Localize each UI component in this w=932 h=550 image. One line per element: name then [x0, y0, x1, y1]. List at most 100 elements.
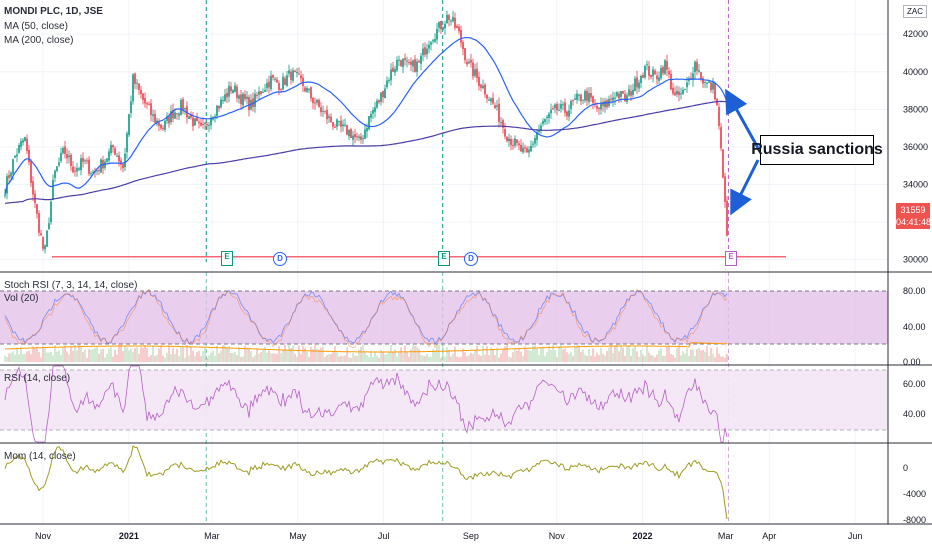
volume-bar [214, 355, 216, 362]
candle-body [302, 77, 304, 86]
candle-body [182, 99, 184, 111]
candle-body [584, 91, 586, 101]
volume-bar [54, 344, 56, 362]
candle-body [674, 92, 676, 96]
candle-body [434, 38, 436, 42]
earnings-marker[interactable]: E [221, 251, 233, 266]
volume-bar [360, 346, 362, 362]
volume-bar [500, 353, 502, 362]
volume-bar [42, 346, 44, 362]
volume-bar [558, 346, 560, 362]
candle-body [72, 166, 74, 173]
x-tick-label: Jun [848, 531, 863, 541]
momentum-label[interactable]: Mom (14, close) [4, 451, 76, 462]
volume-bar [200, 356, 202, 362]
candle-body [256, 94, 258, 97]
volume-label[interactable]: Vol (20) [4, 293, 39, 304]
candle-body [16, 154, 18, 157]
volume-bar [204, 348, 206, 362]
candle-body [462, 42, 464, 50]
candle-body [610, 98, 612, 100]
volume-bar [142, 347, 144, 362]
volume-bar [718, 353, 720, 362]
candle-body [580, 94, 582, 102]
candle-body [628, 89, 630, 96]
candle-body [678, 91, 680, 96]
candle-body [282, 76, 284, 90]
candle-body [412, 60, 414, 67]
volume-bar [288, 344, 290, 362]
candle-body [672, 87, 674, 94]
candle-body [264, 89, 266, 92]
volume-bar [588, 349, 590, 362]
candle-body [82, 157, 84, 162]
candle-body [540, 125, 542, 131]
candle-body [572, 99, 574, 102]
candle-body [326, 109, 328, 120]
volume-bar [676, 347, 678, 362]
candle-body [112, 145, 114, 148]
volume-bar [34, 348, 36, 362]
symbol-title[interactable]: MONDI PLC, 1D, JSE [4, 6, 103, 17]
volume-bar [426, 353, 428, 362]
volume-bar [510, 357, 512, 362]
earnings-marker[interactable]: E [438, 251, 450, 266]
currency-badge[interactable]: ZAC [903, 5, 927, 18]
ma50-label[interactable]: MA (50, close) [4, 21, 68, 32]
candle-body [194, 118, 196, 126]
volume-bar [546, 352, 548, 362]
candle-body [614, 97, 616, 99]
volume-bar [404, 345, 406, 362]
volume-bar [420, 355, 422, 362]
candle-body [234, 85, 236, 92]
volume-bar [298, 345, 300, 362]
candle-body [252, 98, 254, 108]
candle-body [28, 149, 30, 163]
candle-body [122, 163, 124, 169]
candle-body [552, 108, 554, 110]
x-tick-label: Nov [35, 531, 52, 541]
volume-bar [350, 357, 352, 362]
volume-bar [466, 356, 468, 362]
volume-bar [418, 348, 420, 362]
volume-bar [386, 353, 388, 362]
candle-body [474, 69, 476, 76]
x-tick-label: Nov [549, 531, 566, 541]
candle-body [394, 69, 396, 73]
indicator-tick-label: 0 [903, 463, 908, 473]
volume-bar [414, 345, 416, 362]
volume-bar [340, 355, 342, 362]
volume-bar [638, 356, 640, 362]
volume-bar [532, 345, 534, 362]
candle-body [204, 122, 206, 124]
candle-body [484, 84, 486, 95]
volume-bar [586, 355, 588, 362]
candle-body [266, 82, 268, 89]
candle-body [648, 66, 650, 76]
candle-body [258, 91, 260, 95]
indicator-tick-label: -4000 [903, 489, 926, 499]
volume-bar [668, 345, 670, 362]
volume-bar [12, 351, 14, 362]
volume-bar [16, 347, 18, 362]
candle-body [294, 70, 296, 73]
candle-body [306, 87, 308, 92]
candle-body [446, 14, 448, 24]
ma200-label[interactable]: MA (200, close) [4, 35, 74, 46]
volume-bar [460, 356, 462, 362]
dividend-marker[interactable]: D [273, 252, 287, 266]
candle-body [596, 105, 598, 109]
candle-body [142, 93, 144, 100]
candle-body [368, 116, 370, 130]
rsi-label[interactable]: RSI (14, close) [4, 373, 71, 384]
volume-bar [296, 356, 298, 362]
volume-bar [650, 355, 652, 362]
volume-bar [208, 355, 210, 362]
earnings-marker-upcoming[interactable]: E [725, 251, 737, 266]
stoch-rsi-label[interactable]: Stoch RSI (7, 3, 14, 14, close) [4, 280, 138, 291]
volume-bar [316, 348, 318, 362]
dividend-marker[interactable]: D [464, 252, 478, 266]
y-tick-label: 38000 [903, 104, 928, 114]
candle-body [176, 113, 178, 115]
candle-body [310, 87, 312, 99]
